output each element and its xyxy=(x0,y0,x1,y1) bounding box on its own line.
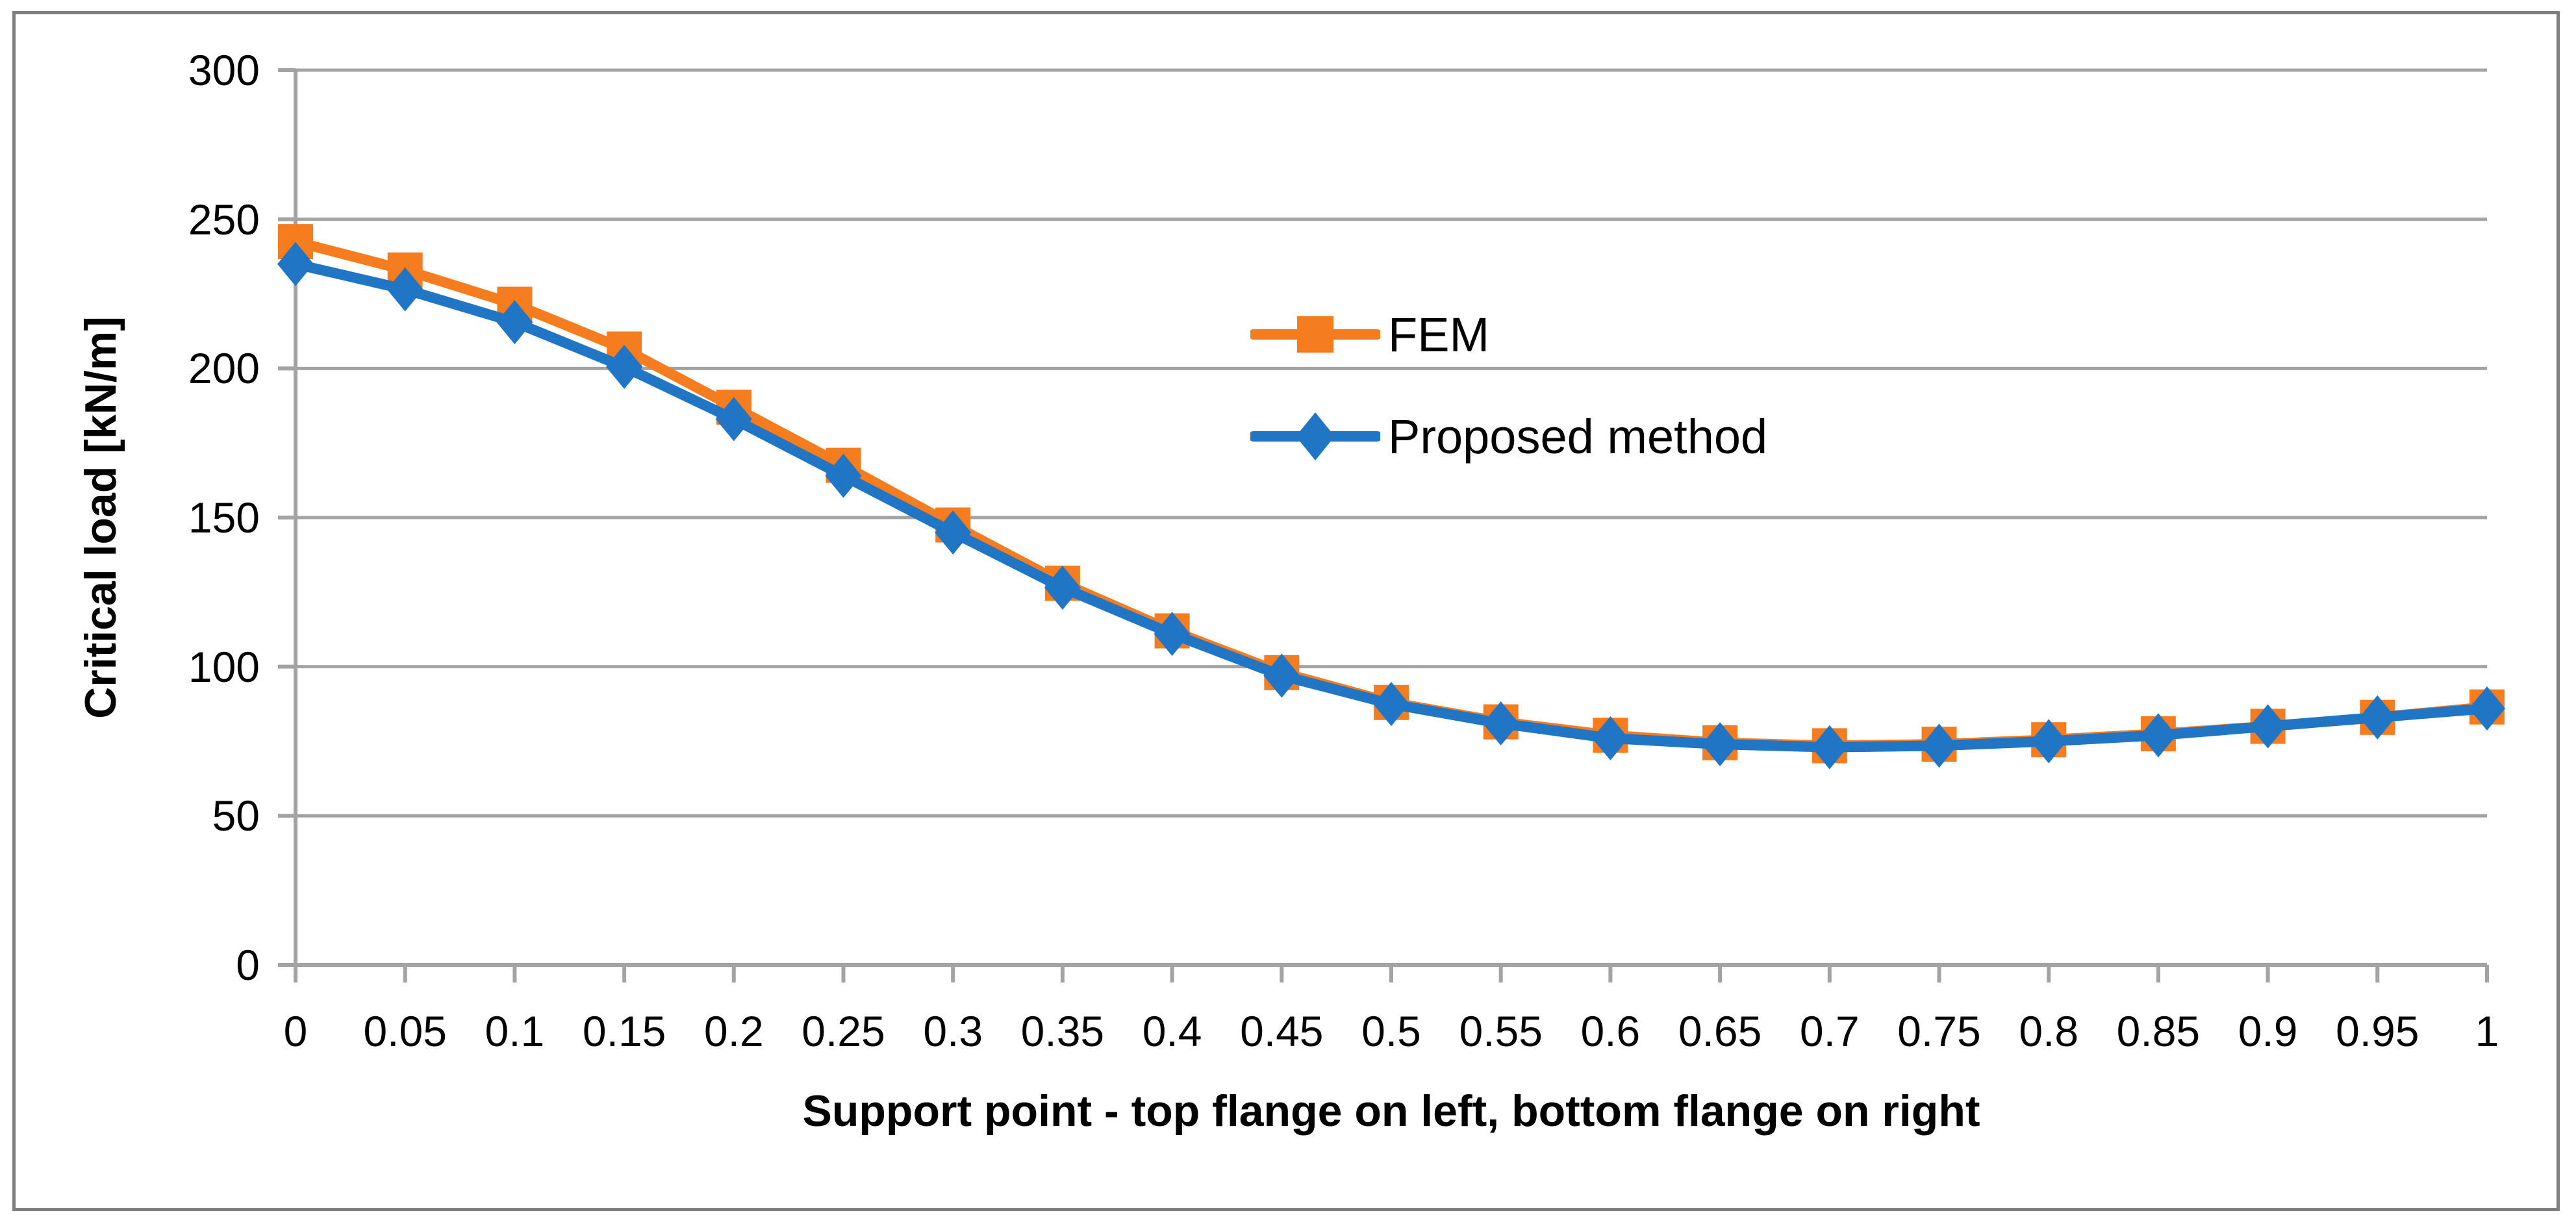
x-tick-label: 0.3 xyxy=(923,1007,983,1055)
data-point-diamond xyxy=(1154,612,1191,657)
x-tick-label: 0.55 xyxy=(1459,1007,1543,1055)
x-tick-label: 0.05 xyxy=(363,1007,447,1055)
y-tick-label: 250 xyxy=(188,195,260,244)
data-point-diamond xyxy=(1482,701,1519,745)
x-axis-title: Support point - top flange on left, bott… xyxy=(296,1086,2487,1136)
legend: FEM Proposed method xyxy=(1250,305,1767,466)
x-tick-label: 0.35 xyxy=(1020,1007,1105,1055)
y-tick-label: 50 xyxy=(212,792,260,840)
x-tick-label: 1 xyxy=(2475,1007,2499,1055)
data-point-diamond xyxy=(1702,722,1739,767)
x-tick-label: 0.5 xyxy=(1361,1007,1421,1055)
x-tick-label: 0 xyxy=(283,1007,308,1055)
x-tick-label: 0.65 xyxy=(1678,1007,1762,1055)
data-point-diamond xyxy=(2030,719,2067,764)
data-point-diamond xyxy=(606,345,643,390)
x-tick-label: 0.95 xyxy=(2336,1007,2419,1055)
x-tick-label: 0.2 xyxy=(703,1007,764,1055)
data-point-diamond xyxy=(277,242,314,286)
data-point-diamond xyxy=(2249,704,2286,749)
x-tick-label: 0.45 xyxy=(1240,1007,1324,1055)
data-point-diamond xyxy=(1592,716,1629,760)
data-point-diamond xyxy=(715,397,752,442)
x-tick-label: 0.8 xyxy=(2019,1007,2079,1055)
y-tick-label: 150 xyxy=(188,494,260,542)
x-tick-label: 0.85 xyxy=(2116,1007,2201,1055)
data-point-diamond xyxy=(1044,565,1081,610)
legend-label-proposed-method: Proposed method xyxy=(1388,409,1768,464)
x-tick-label: 0.9 xyxy=(2238,1007,2298,1055)
data-point-diamond xyxy=(386,267,423,312)
x-tick-label: 0.75 xyxy=(1897,1007,1981,1055)
data-point-diamond xyxy=(2359,695,2396,740)
y-tick-label: 0 xyxy=(236,941,260,989)
data-point-diamond xyxy=(2140,713,2177,758)
x-axis-title-text: Support point - top flange on left, bott… xyxy=(802,1086,1980,1136)
data-point-diamond xyxy=(825,453,862,498)
x-tick-label: 0.7 xyxy=(1799,1007,1860,1055)
diamond-marker-icon xyxy=(1250,412,1380,460)
data-point-diamond xyxy=(935,510,972,555)
x-tick-label: 0.4 xyxy=(1142,1007,1202,1055)
chart-frame-border xyxy=(12,11,2560,1211)
data-point-diamond xyxy=(496,300,533,345)
data-point-diamond xyxy=(1373,682,1409,727)
data-point-diamond xyxy=(1921,723,1958,768)
data-point-diamond xyxy=(1811,725,1848,769)
y-tick-label: 200 xyxy=(188,344,260,393)
y-tick-label: 100 xyxy=(188,642,260,691)
square-marker-icon xyxy=(1250,316,1380,353)
data-point-diamond xyxy=(1263,653,1300,698)
legend-label-fem: FEM xyxy=(1388,307,1490,362)
y-axis-title-text: Critical load [kN/m] xyxy=(76,316,125,719)
x-tick-label: 0.6 xyxy=(1580,1007,1641,1055)
x-tick-label: 0.1 xyxy=(485,1007,545,1055)
y-tick-label: 300 xyxy=(188,46,260,94)
x-tick-label: 0.25 xyxy=(802,1007,885,1055)
legend-item-proposed-method: Proposed method xyxy=(1250,407,1767,466)
data-point-diamond xyxy=(2469,686,2505,731)
legend-item-fem: FEM xyxy=(1250,305,1767,364)
x-tick-label: 0.15 xyxy=(582,1007,666,1055)
